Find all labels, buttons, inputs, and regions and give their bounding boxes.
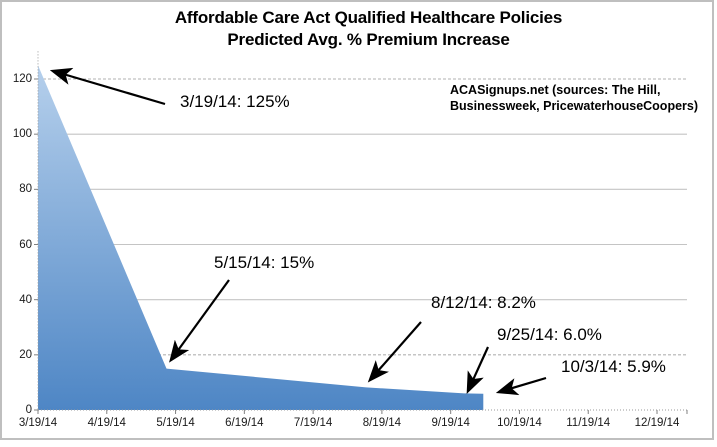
x-tick-label-9: 12/19/14 xyxy=(634,417,680,429)
x-tick-label-4: 7/19/14 xyxy=(293,417,333,429)
y-tick-label-120: 120 xyxy=(12,73,32,85)
annotation-arrow-0 xyxy=(49,67,166,106)
x-tick-label-7: 10/19/14 xyxy=(497,417,542,429)
y-tick-label-0: 0 xyxy=(25,404,32,416)
chart-title: Affordable Care Act Qualified Healthcare… xyxy=(174,8,563,27)
x-tick-label-2: 5/19/14 xyxy=(156,417,195,429)
annotation-arrow-1 xyxy=(169,279,230,363)
annotation-arrow-4 xyxy=(495,376,547,396)
annotation-arrow-2 xyxy=(367,321,422,383)
x-tick-label-5: 8/19/14 xyxy=(362,417,402,429)
x-tick-label-8: 11/19/14 xyxy=(566,417,611,429)
area-series xyxy=(38,65,484,410)
annotation-arrow-3 xyxy=(466,346,490,395)
x-tick-label-3: 6/19/14 xyxy=(225,417,264,429)
x-tick-label-1: 4/19/14 xyxy=(87,417,126,429)
source-note-line1: ACASignups.net (sources: The Hill, xyxy=(450,83,661,97)
x-tick-label-0: 3/19/14 xyxy=(18,417,58,429)
y-tick-label-60: 60 xyxy=(19,238,32,251)
annotation-label-0: 3/19/14: 125% xyxy=(180,92,290,111)
y-tick-label-20: 20 xyxy=(19,348,32,361)
chart-subtitle: Predicted Avg. % Premium Increase xyxy=(227,30,510,49)
y-tick-label-80: 80 xyxy=(19,183,32,196)
annotation-label-1: 5/15/14: 15% xyxy=(214,253,315,272)
source-note: ACASignups.net (sources: The Hill, Busin… xyxy=(450,82,710,114)
annotation-label-4: 10/3/14: 5.9% xyxy=(561,357,666,376)
x-tick-label-6: 9/19/14 xyxy=(431,417,470,429)
annotation-label-2: 8/12/14: 8.2% xyxy=(431,293,536,312)
annotation-label-3: 9/25/14: 6.0% xyxy=(497,325,602,344)
y-tick-label-40: 40 xyxy=(19,293,32,306)
y-tick-label-100: 100 xyxy=(12,128,32,141)
source-note-line2: Businessweek, PricewaterhouseCoopers) xyxy=(450,99,699,113)
